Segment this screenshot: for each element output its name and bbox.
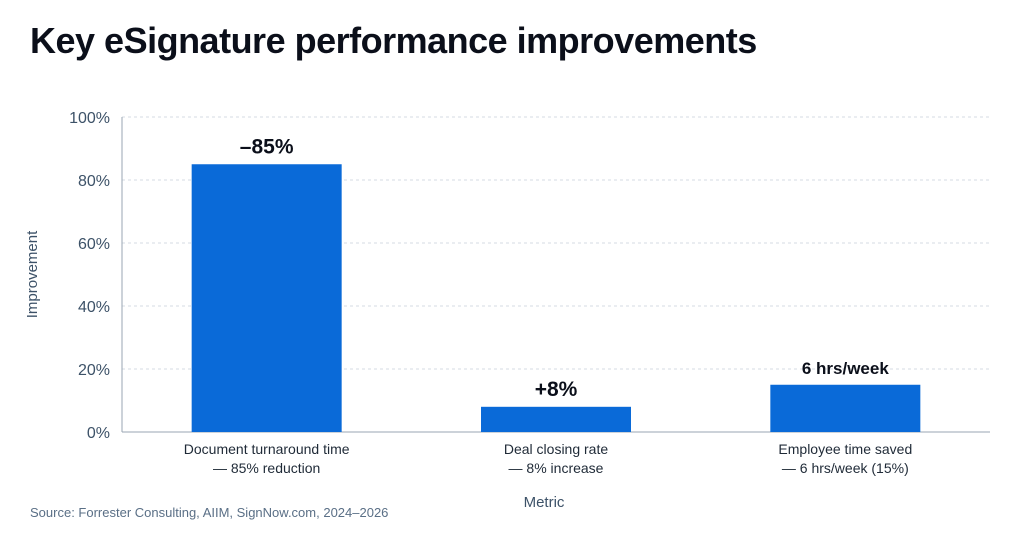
bar xyxy=(191,164,342,432)
x-tick-label: — 8% increase xyxy=(509,460,604,476)
y-tick-label: 60% xyxy=(78,236,110,253)
data-label: –85% xyxy=(240,135,294,158)
bar xyxy=(770,384,921,432)
data-label: 6 hrs/week xyxy=(802,359,889,378)
source-note: Source: Forrester Consulting, AIIM, Sign… xyxy=(30,505,389,520)
x-tick-label: Document turnaround time xyxy=(184,441,350,457)
x-tick-label: Deal closing rate xyxy=(504,441,608,457)
x-axis-title: Metric xyxy=(524,494,565,511)
x-tick-label: — 85% reduction xyxy=(213,460,320,476)
y-tick-label: 0% xyxy=(87,425,110,442)
data-label: +8% xyxy=(535,378,578,401)
x-tick-label: — 6 hrs/week (15%) xyxy=(782,460,909,476)
bar xyxy=(481,406,631,432)
y-axis-title: Improvement xyxy=(24,230,41,318)
y-tick-label: 20% xyxy=(78,362,110,379)
chart-title: Key eSignature performance improvements xyxy=(30,20,757,61)
y-tick-label: 40% xyxy=(78,299,110,316)
y-tick-label: 100% xyxy=(69,110,110,127)
y-tick-label: 80% xyxy=(78,173,110,190)
x-tick-label: Employee time saved xyxy=(778,441,912,457)
